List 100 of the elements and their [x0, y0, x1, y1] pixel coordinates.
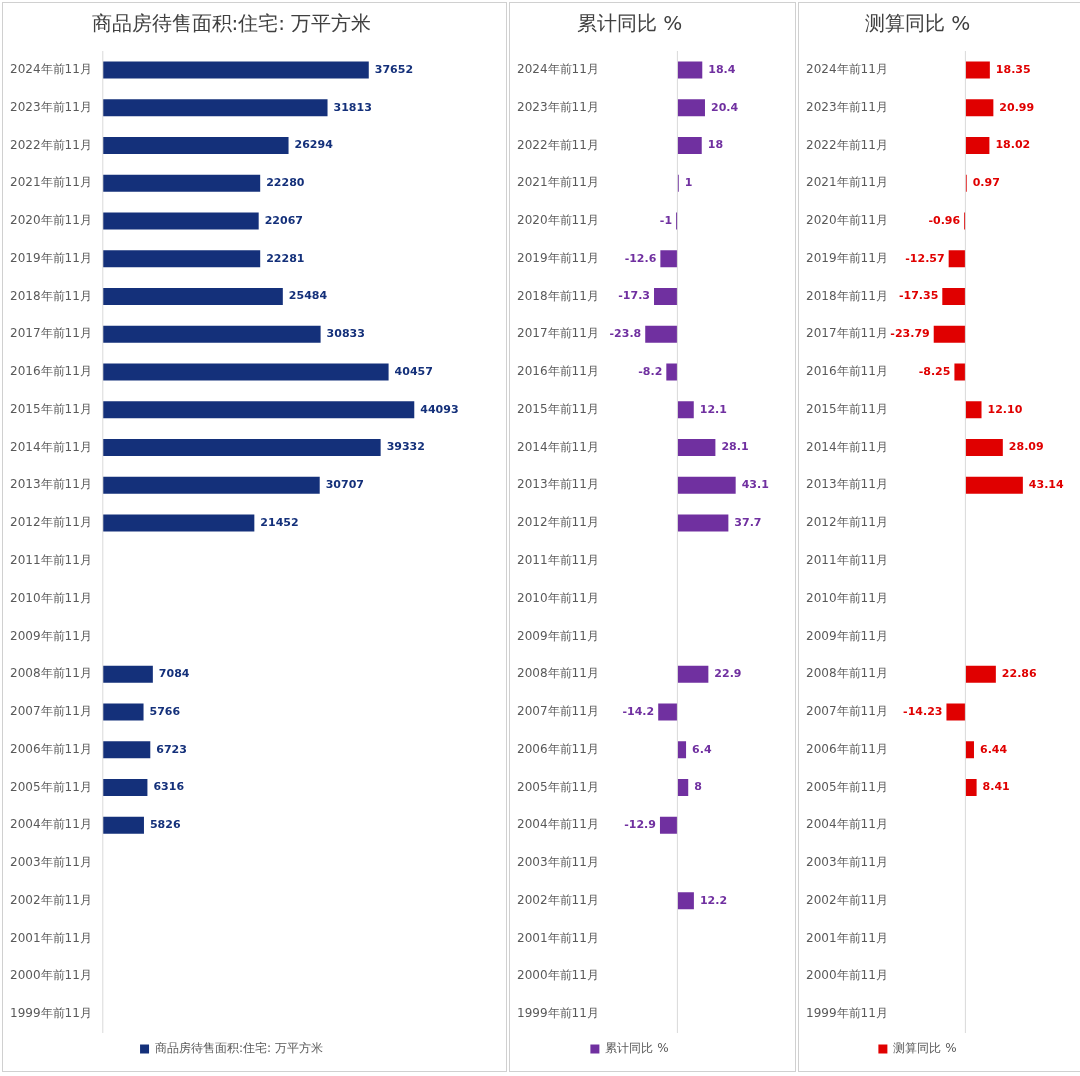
- y-tick-label: 2013年前11月: [517, 477, 599, 492]
- data-label: 22280: [266, 176, 305, 190]
- y-tick-label: 2012年前11月: [517, 515, 599, 530]
- y-tick-label: 2006年前11月: [517, 741, 599, 756]
- y-tick-label: 2014年前11月: [517, 439, 599, 454]
- y-tick-label: 2022年前11月: [517, 137, 599, 152]
- y-tick-label: 2001年前11月: [517, 930, 599, 945]
- y-tick-label: 2004年前11月: [806, 817, 888, 832]
- y-tick-label: 2018年前11月: [517, 288, 599, 303]
- data-label: 1: [684, 176, 693, 190]
- data-label: 26294: [294, 138, 334, 152]
- legend-label: 商品房待售面积:住宅: 万平方米: [155, 1041, 323, 1056]
- data-label: 6316: [153, 780, 185, 794]
- y-tick-label: 2020年前11月: [806, 213, 888, 228]
- y-tick-label: 2013年前11月: [806, 477, 888, 492]
- data-label: 18: [707, 138, 724, 152]
- data-label: 6723: [156, 742, 187, 756]
- data-label: 12.1: [699, 402, 727, 416]
- data-label: -12.9: [624, 818, 656, 832]
- y-tick-label: 2021年前11月: [517, 175, 599, 190]
- y-tick-label: 2024年前11月: [10, 62, 92, 77]
- data-label: 0.97: [972, 176, 1000, 190]
- y-tick-label: 1999年前11月: [517, 1006, 599, 1021]
- data-label: -17.35: [898, 289, 939, 303]
- data-label: 6.44: [979, 742, 1008, 756]
- y-tick-label: 2010年前11月: [10, 590, 92, 605]
- y-tick-label: 2005年前11月: [517, 779, 599, 794]
- data-label: 20.99: [999, 100, 1035, 114]
- data-label: -12.6: [624, 251, 657, 265]
- data-label: -8.25: [918, 364, 951, 378]
- data-label: 30707: [325, 478, 364, 492]
- y-tick-label: 2000年前11月: [10, 968, 92, 983]
- y-tick-label: 2005年前11月: [10, 779, 92, 794]
- y-tick-label: 2009年前11月: [517, 628, 599, 643]
- y-tick-label: 2016年前11月: [10, 364, 92, 379]
- y-tick-label: 1999年前11月: [806, 1006, 888, 1021]
- data-label: 40457: [394, 364, 433, 378]
- legend-label: 测算同比 %: [893, 1041, 957, 1056]
- data-label: 28.09: [1008, 440, 1044, 454]
- y-tick-label: 2021年前11月: [10, 175, 92, 190]
- y-tick-label: 2022年前11月: [10, 137, 92, 152]
- data-label: -23.79: [890, 327, 930, 341]
- y-tick-label: 2006年前11月: [806, 741, 888, 756]
- y-tick-label: 2024年前11月: [517, 62, 599, 77]
- y-tick-label: 2019年前11月: [10, 250, 92, 265]
- chart-title: 商品房待售面积:住宅: 万平方米: [91, 11, 372, 36]
- data-label: 8.41: [982, 780, 1010, 794]
- y-tick-label: 2018年前11月: [10, 288, 92, 303]
- y-tick-label: 2003年前11月: [517, 855, 599, 870]
- y-tick-label: 2007年前11月: [806, 704, 888, 719]
- y-tick-label: 2004年前11月: [10, 817, 92, 832]
- chart-title: 累计同比 %: [576, 11, 683, 36]
- y-tick-label: 2015年前11月: [517, 401, 599, 416]
- y-tick-label: 2017年前11月: [517, 326, 599, 341]
- y-tick-label: 2021年前11月: [806, 175, 888, 190]
- data-label: 12.10: [987, 402, 1023, 416]
- data-label: -23.8: [609, 327, 642, 341]
- y-tick-label: 2022年前11月: [806, 137, 888, 152]
- data-label: -17.3: [618, 289, 651, 303]
- data-label: 43.1: [741, 478, 769, 492]
- y-tick-label: 2015年前11月: [806, 401, 888, 416]
- y-tick-label: 2011年前11月: [517, 553, 599, 568]
- data-label: 44093: [420, 402, 459, 416]
- y-tick-label: 2017年前11月: [10, 326, 92, 341]
- data-label: 21452: [260, 515, 299, 529]
- y-tick-label: 2008年前11月: [517, 666, 599, 681]
- y-tick-label: 2002年前11月: [10, 892, 92, 907]
- data-label: 37652: [374, 62, 414, 76]
- data-label: 22.9: [714, 667, 742, 681]
- data-label: 18.35: [995, 62, 1031, 76]
- data-label: -14.2: [622, 704, 655, 718]
- y-tick-label: 2018年前11月: [806, 288, 888, 303]
- y-tick-label: 2012年前11月: [10, 515, 92, 530]
- data-label: 22281: [266, 251, 305, 265]
- data-label: 39332: [386, 440, 425, 454]
- data-label: 18.02: [995, 138, 1031, 152]
- y-tick-label: 1999年前11月: [10, 1006, 92, 1021]
- y-tick-label: 2010年前11月: [517, 590, 599, 605]
- y-tick-label: 2000年前11月: [806, 968, 888, 983]
- data-label: 25484: [288, 289, 328, 303]
- data-label: 8: [694, 780, 702, 794]
- y-tick-label: 2023年前11月: [10, 99, 92, 114]
- y-tick-label: 2016年前11月: [806, 364, 888, 379]
- y-tick-label: 2020年前11月: [10, 213, 92, 228]
- data-label: -12.57: [905, 251, 945, 265]
- data-label: 28.1: [721, 440, 749, 454]
- y-tick-label: 2015年前11月: [10, 401, 92, 416]
- y-tick-label: 2012年前11月: [806, 515, 888, 530]
- y-tick-label: 2019年前11月: [517, 250, 599, 265]
- data-label: -8.2: [638, 364, 663, 378]
- chart-title: 测算同比 %: [864, 11, 971, 36]
- data-label: 20.4: [710, 100, 739, 114]
- y-tick-label: 2014年前11月: [806, 439, 888, 454]
- y-tick-label: 2000年前11月: [517, 968, 599, 983]
- y-tick-label: 2003年前11月: [10, 855, 92, 870]
- y-tick-label: 2011年前11月: [10, 553, 92, 568]
- data-label: 18.4: [708, 62, 736, 76]
- data-label: -14.23: [903, 704, 943, 718]
- data-label: 5826: [149, 818, 181, 832]
- y-tick-label: 2013年前11月: [10, 477, 92, 492]
